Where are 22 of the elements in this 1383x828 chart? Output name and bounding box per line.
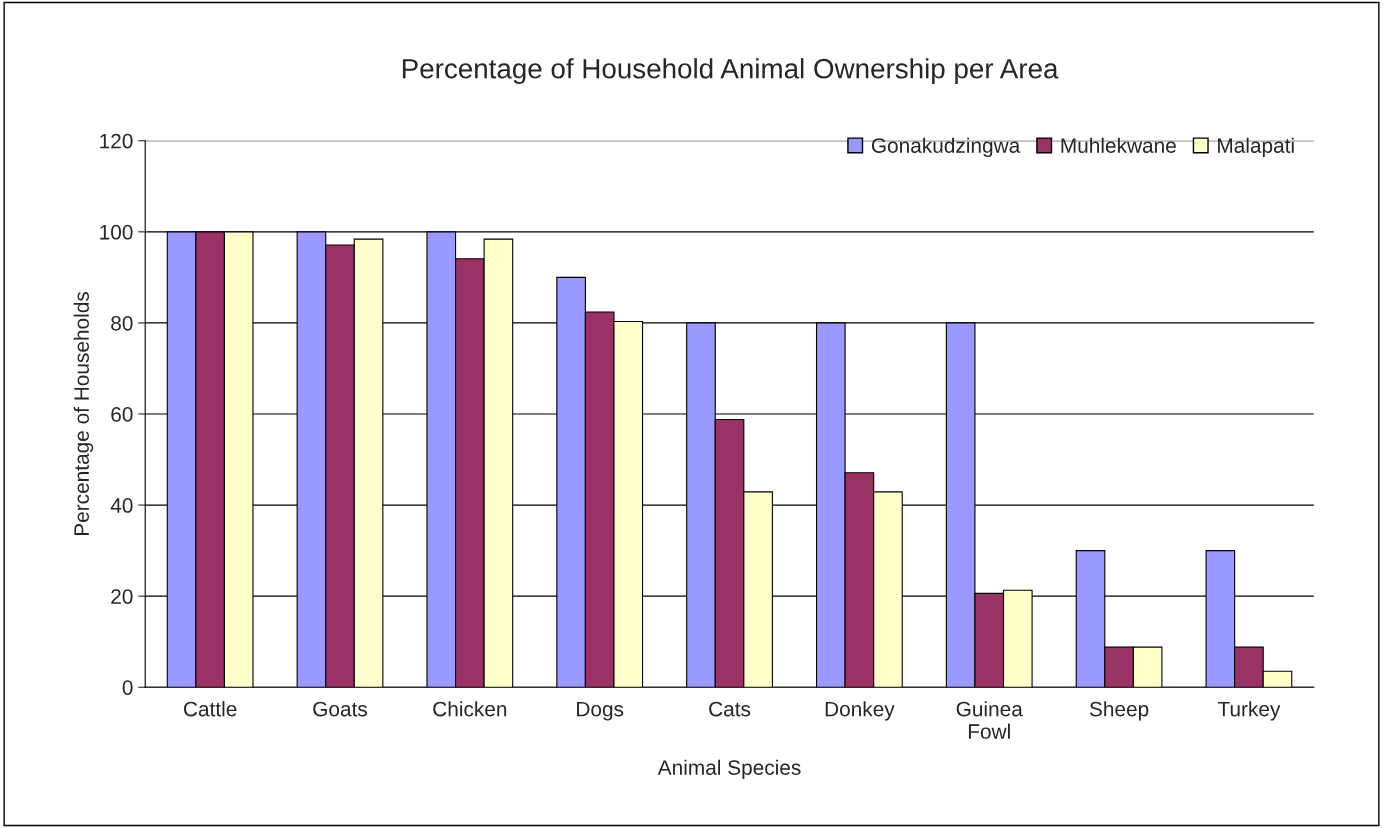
y-tick-label: 80 [111,315,133,331]
y-axis-title: Percentage of Households [73,291,94,536]
chart-title: Percentage of Household Animal Ownership per Area [402,58,1059,85]
x-tick-label: Goats [313,701,368,717]
legend-label: Gonakudzingwa [871,137,1021,158]
legend-label: Muhlekwane [1061,137,1176,153]
y-tick-label: 60 [111,407,133,422]
legend-label: Malapati [1218,137,1294,158]
y-tick-label: 20 [111,589,133,604]
y-tick-label: 40 [110,498,133,513]
x-tick-label: Dogs [577,701,624,721]
y-tick-label: 120 [100,133,133,149]
y-tick-label: 0 [122,680,133,695]
x-tick-label: Guinea Fowl [956,701,1023,739]
x-axis-title: Animal Species [657,759,801,780]
x-tick-label: Chicken [433,701,507,717]
x-tick-label: Donkey [825,701,895,721]
x-tick-label: Cats [709,701,751,717]
x-tick-label: Sheep [1089,701,1149,721]
x-tick-label: Cattle [183,701,237,717]
y-tick-label: 100 [100,224,133,240]
x-tick-label: Turkey [1217,701,1281,721]
